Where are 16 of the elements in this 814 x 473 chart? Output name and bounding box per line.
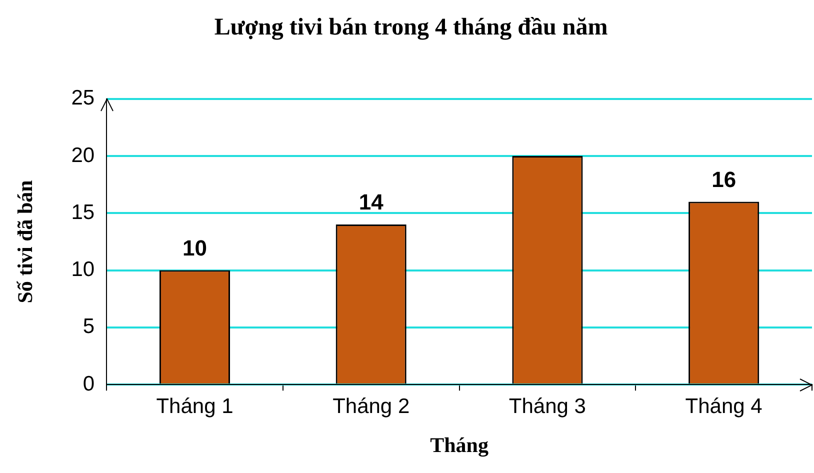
data-label: 14 — [358, 190, 384, 215]
data-label: 10 — [182, 235, 207, 260]
y-tick-label: 15 — [71, 200, 95, 224]
data-label: 16 — [712, 166, 736, 192]
x-tick-label: Tháng 4 — [685, 394, 763, 418]
x-axis-title: Tháng — [430, 432, 489, 457]
x-tick-label: Tháng 2 — [332, 394, 410, 418]
y-tick-label: 5 — [82, 315, 95, 338]
y-tick-label: 10 — [71, 258, 95, 282]
y-tick-label: 25 — [71, 86, 95, 110]
x-tick-label: Tháng 3 — [508, 394, 586, 418]
y-tick-label: 0 — [82, 372, 95, 396]
y-axis-title: Số tivi đã bán — [13, 180, 38, 304]
y-tick-label: 20 — [71, 144, 95, 167]
chart-title: Lượng tivi bán trong 4 tháng đầu năm — [214, 14, 608, 41]
x-tick-label: Tháng 1 — [156, 394, 234, 418]
